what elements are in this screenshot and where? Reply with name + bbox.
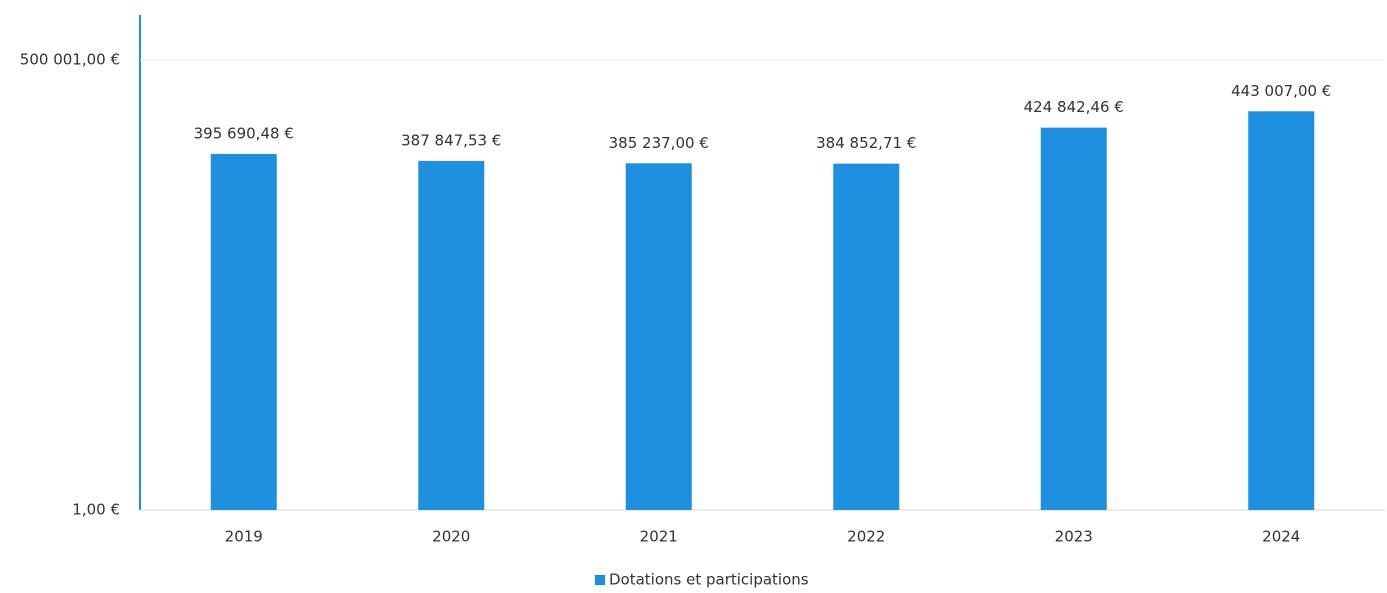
bar <box>418 160 485 511</box>
data-label: 387 847,53 € <box>401 131 501 149</box>
data-label: 395 690,48 € <box>194 124 294 142</box>
x-tick-label: 2022 <box>847 528 885 546</box>
legend-swatch <box>595 575 605 585</box>
y-tick-label: 1,00 € <box>72 501 120 519</box>
bar <box>625 163 692 510</box>
x-tick-label: 2019 <box>225 528 263 546</box>
x-tick-label: 2020 <box>432 528 470 546</box>
data-label: 385 237,00 € <box>609 134 709 152</box>
data-label: 424 842,46 € <box>1024 98 1124 116</box>
bar <box>1248 111 1315 510</box>
x-tick-label: 2024 <box>1262 528 1300 546</box>
bar <box>210 153 277 511</box>
bar <box>833 163 900 510</box>
x-tick-label: 2021 <box>640 528 678 546</box>
data-label: 384 852,71 € <box>816 134 916 152</box>
legend-label: Dotations et participations <box>609 571 809 589</box>
y-tick-label: 500 001,00 € <box>20 51 120 69</box>
data-label: 443 007,00 € <box>1231 82 1331 100</box>
x-tick-label: 2023 <box>1055 528 1093 546</box>
bar <box>1040 127 1107 510</box>
